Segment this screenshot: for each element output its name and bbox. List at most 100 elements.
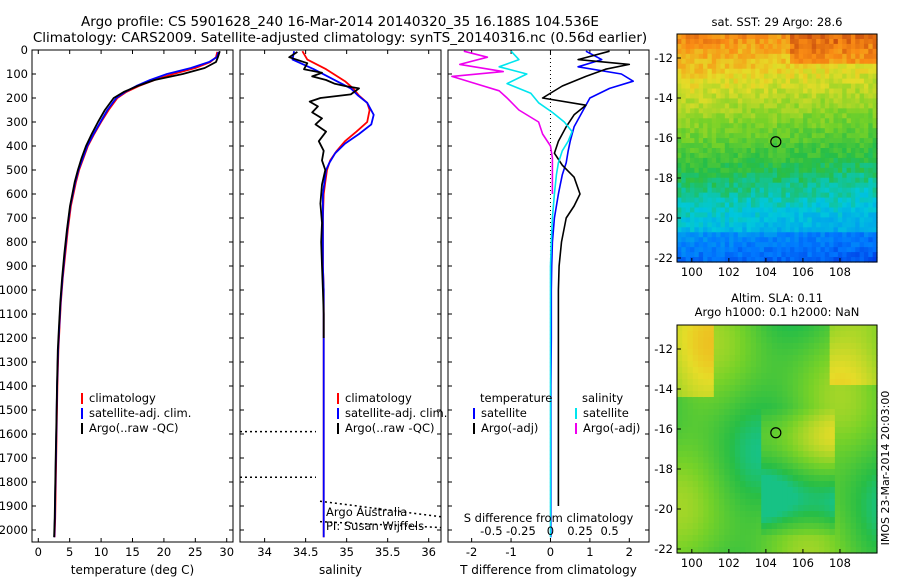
- heatmap-cell: [829, 445, 836, 452]
- heatmap-cell: [803, 385, 810, 392]
- heatmap-cell: [737, 167, 743, 174]
- heatmap-cell: [777, 187, 782, 194]
- heatmap-cell: [685, 138, 691, 144]
- heatmap-cell: [734, 469, 741, 476]
- y-tick-label: -18: [654, 171, 673, 185]
- heatmap-cell: [750, 535, 757, 542]
- heatmap-cell: [859, 128, 865, 134]
- heatmap-cell: [681, 182, 687, 189]
- heatmap-cell: [703, 397, 710, 404]
- y-tick-label: -18: [654, 462, 673, 476]
- heatmap-cell: [781, 93, 787, 100]
- heatmap-cell: [855, 162, 861, 169]
- heatmap-cell: [794, 217, 800, 223]
- heatmap-cell: [692, 451, 699, 458]
- heatmap-cell: [708, 505, 715, 512]
- heatmap-cell: [698, 58, 704, 65]
- heatmap-cell: [685, 197, 691, 204]
- heatmap-cell: [842, 98, 848, 104]
- heatmap-cell: [850, 148, 856, 154]
- heatmap-cell: [677, 252, 682, 258]
- heatmap-cell: [750, 481, 757, 488]
- heatmap-cell: [824, 361, 831, 368]
- heatmap-cell: [798, 242, 804, 248]
- heatmap-cell: [829, 73, 835, 80]
- heatmap-cell: [729, 493, 736, 500]
- heatmap-cell: [698, 337, 704, 344]
- heatmap-cell: [703, 361, 710, 368]
- heatmap-cell: [855, 133, 861, 139]
- heatmap-cell: [855, 409, 862, 416]
- heatmap-cell: [777, 63, 782, 70]
- heatmap-cell: [863, 257, 869, 263]
- heatmap-cell: [803, 547, 810, 554]
- heatmap-cell: [855, 403, 862, 410]
- heatmap-cell: [681, 148, 687, 154]
- heatmap-cell: [768, 197, 774, 204]
- heatmap-cell: [682, 517, 689, 524]
- heatmap-cell: [761, 535, 768, 542]
- heatmap-cell: [750, 232, 756, 238]
- heatmap-cell: [685, 167, 691, 174]
- heatmap-cell: [703, 505, 710, 512]
- heatmap-cell: [824, 88, 830, 95]
- heatmap-cell: [729, 227, 735, 233]
- heatmap-cell: [792, 349, 799, 356]
- heatmap-cell: [759, 187, 765, 194]
- heatmap-cell: [703, 511, 710, 518]
- heatmap-cell: [850, 391, 857, 398]
- heatmap-cell: [682, 481, 689, 488]
- heatmap-cell: [703, 227, 709, 233]
- heatmap-cell: [766, 457, 773, 464]
- heatmap-cell: [737, 227, 743, 233]
- heatmap-cell: [868, 192, 874, 199]
- heatmap-cell: [824, 331, 831, 338]
- heatmap-cell: [694, 217, 700, 223]
- heatmap-cell: [694, 162, 700, 169]
- heatmap-cell: [787, 439, 794, 446]
- heatmap-cell: [711, 78, 717, 85]
- heatmap-cell: [846, 113, 852, 119]
- heatmap-cell: [811, 232, 817, 238]
- heatmap-cell: [842, 187, 848, 194]
- heatmap-cell: [698, 182, 704, 189]
- heatmap-cell: [777, 517, 783, 524]
- heatmap-cell: [703, 138, 709, 144]
- heatmap-cell: [824, 337, 831, 344]
- heatmap-cell: [768, 118, 774, 124]
- heatmap-cell: [746, 48, 752, 55]
- heatmap-cell: [803, 207, 809, 214]
- heatmap-cell: [729, 475, 736, 482]
- heatmap-cell: [763, 217, 769, 223]
- heatmap-cell: [794, 227, 800, 233]
- heatmap-cell: [759, 43, 765, 50]
- heatmap-cell: [829, 34, 835, 40]
- heatmap-cell: [713, 385, 720, 392]
- heatmap-cell: [716, 252, 722, 258]
- heatmap-cell: [871, 385, 878, 392]
- heatmap-cell: [724, 439, 731, 446]
- heatmap-cell: [859, 257, 865, 263]
- heatmap-cell: [829, 391, 836, 398]
- heatmap-cell: [855, 439, 862, 446]
- heatmap-cell: [855, 222, 861, 228]
- heatmap-cell: [842, 257, 848, 263]
- heatmap-cell: [803, 529, 810, 536]
- heatmap-cell: [755, 192, 761, 199]
- heatmap-cell: [687, 505, 694, 512]
- heatmap-cell: [729, 48, 735, 55]
- heatmap-cell: [746, 58, 752, 65]
- heatmap-cell: [808, 439, 815, 446]
- heatmap-cell: [863, 34, 869, 40]
- heatmap-cell: [766, 361, 773, 368]
- heatmap-cell: [842, 93, 848, 100]
- heatmap-cell: [863, 237, 869, 243]
- heatmap-cell: [716, 227, 722, 233]
- heatmap-cell: [750, 493, 757, 500]
- heatmap-cell: [707, 138, 713, 144]
- heatmap-cell: [798, 355, 804, 362]
- heatmap-cell: [681, 43, 687, 50]
- heatmap-cell: [850, 68, 856, 75]
- heatmap-cell: [850, 182, 856, 189]
- heatmap-cell: [850, 451, 857, 458]
